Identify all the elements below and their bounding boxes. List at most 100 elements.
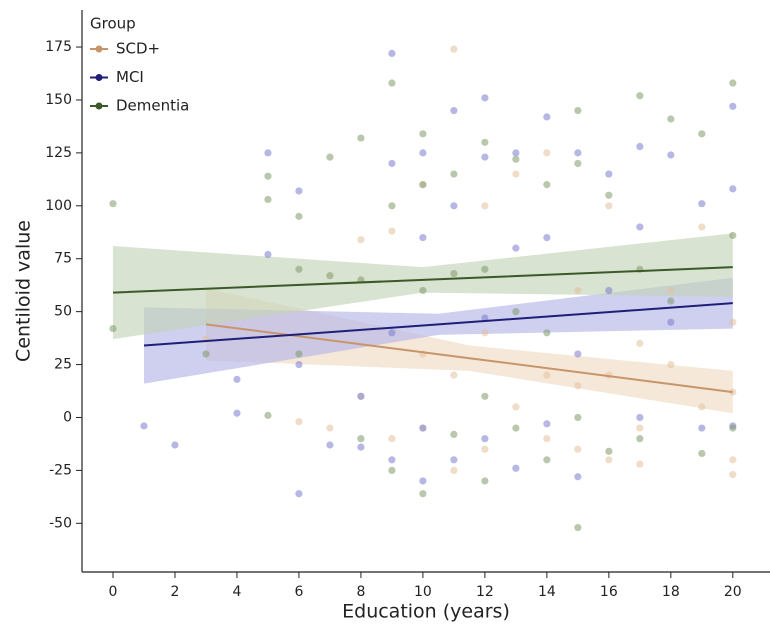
point: [357, 392, 365, 400]
point: [481, 477, 489, 485]
x-tick-label: 20: [724, 584, 742, 600]
legend-marker: [95, 74, 103, 81]
point: [636, 413, 644, 422]
point: [729, 318, 737, 326]
point: [295, 265, 303, 273]
legend-label: SCD+: [116, 40, 160, 58]
point: [357, 443, 365, 451]
point: [264, 172, 272, 180]
point: [636, 339, 644, 347]
point: [450, 170, 458, 178]
point: [264, 411, 272, 419]
point: [419, 233, 427, 242]
point: [388, 435, 396, 443]
x-tick-label: 6: [294, 584, 303, 600]
point: [481, 265, 489, 273]
point: [698, 449, 706, 458]
point: [357, 134, 365, 142]
y-tick-label: 175: [45, 39, 72, 55]
point: [543, 456, 551, 464]
point: [388, 227, 396, 235]
x-tick-label: 16: [600, 584, 618, 600]
point: [264, 195, 272, 204]
point: [543, 371, 551, 379]
point: [574, 149, 582, 157]
point: [388, 79, 396, 87]
point: [295, 212, 303, 220]
point: [171, 441, 179, 449]
point: [636, 92, 644, 100]
y-tick-label: 50: [54, 304, 72, 320]
point: [512, 244, 520, 252]
point: [450, 371, 458, 379]
point: [450, 45, 458, 53]
point: [388, 329, 396, 337]
point: [295, 360, 303, 369]
y-tick-label: 150: [45, 92, 72, 108]
point: [512, 149, 520, 157]
legend-marker: [95, 102, 103, 110]
point: [419, 424, 427, 432]
point: [512, 403, 520, 411]
confidence-band: [112, 233, 733, 340]
point: [388, 159, 396, 168]
point: [450, 466, 458, 474]
fit-line: [143, 302, 733, 347]
x-tick-label: 18: [662, 584, 680, 600]
point: [543, 181, 551, 189]
point: [419, 149, 427, 157]
point: [605, 191, 613, 199]
point: [729, 79, 737, 87]
point: [605, 456, 613, 464]
point: [419, 490, 427, 498]
point: [357, 236, 365, 244]
point: [481, 329, 489, 337]
point: [326, 424, 334, 432]
x-tick-label: 12: [476, 584, 494, 600]
point: [636, 223, 644, 231]
point: [140, 422, 148, 430]
y-tick-label: 0: [63, 409, 72, 425]
point: [729, 231, 737, 240]
point: [419, 477, 427, 485]
x-tick-label: 4: [232, 584, 241, 600]
point: [636, 460, 644, 468]
point: [450, 106, 458, 115]
point: [605, 447, 613, 455]
legend-label: Dementia: [116, 97, 189, 115]
point: [450, 202, 458, 210]
point: [264, 149, 272, 157]
point: [574, 523, 582, 532]
point: [512, 155, 520, 163]
point: [512, 424, 520, 432]
point: [636, 142, 644, 151]
point: [109, 200, 117, 208]
point: [636, 435, 644, 443]
point: [605, 202, 613, 210]
point: [574, 382, 582, 390]
point: [698, 424, 706, 432]
point: [574, 106, 582, 115]
point: [512, 308, 520, 316]
y-tick-label: 125: [45, 145, 72, 161]
point: [574, 413, 582, 422]
point: [233, 375, 241, 383]
point: [419, 286, 427, 295]
point: [698, 403, 706, 411]
point: [667, 286, 675, 295]
x-tick-label: 14: [538, 584, 556, 600]
legend-title: Group: [90, 15, 136, 33]
point: [543, 435, 551, 443]
point: [481, 435, 489, 443]
y-tick-label: 100: [45, 198, 72, 214]
x-tick-label: 0: [109, 584, 118, 600]
point: [109, 324, 117, 333]
point: [481, 445, 489, 453]
point: [481, 153, 489, 161]
point: [729, 424, 737, 432]
point: [481, 202, 489, 210]
point: [450, 456, 458, 464]
y-tick-label: -50: [49, 515, 72, 531]
point: [388, 456, 396, 464]
point: [574, 350, 582, 358]
